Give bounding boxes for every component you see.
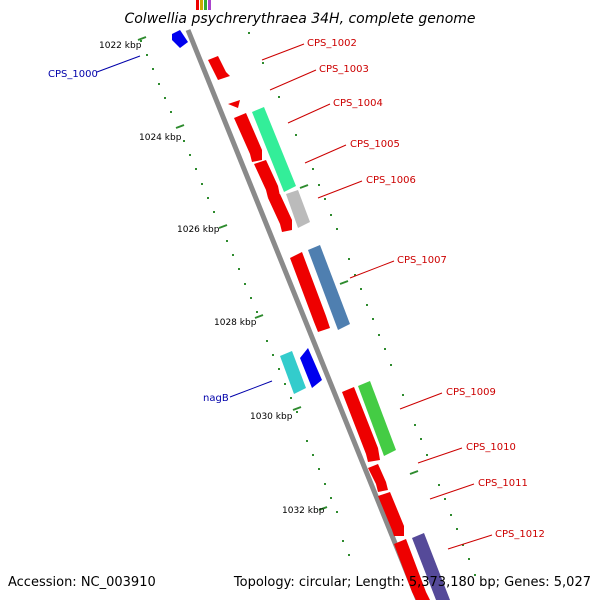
gene-feature-cps1011[interactable] — [378, 492, 404, 536]
gene-feature-cps1010[interactable] — [368, 464, 388, 492]
genome-summary-text: Topology: circular; Length: 5,373,180 bp… — [233, 575, 591, 590]
gene-label-cps1010[interactable]: CPS_1010 — [466, 442, 516, 453]
gene-label-cps1003[interactable]: CPS_1003 — [319, 64, 369, 75]
tick-row-right — [248, 32, 476, 576]
gene-label-cps1007[interactable]: CPS_1007 — [397, 255, 447, 266]
gene-feature-cps1012[interactable] — [394, 539, 430, 600]
accession-text: Accession: NC_003910 — [8, 575, 156, 590]
gene-label-cps1005[interactable]: CPS_1005 — [350, 139, 400, 150]
gene-feature-cps1005[interactable] — [254, 160, 280, 198]
kbp-label-1028: 1028 kbp — [214, 318, 257, 328]
gene-feature-cps1012-cog[interactable] — [412, 533, 450, 600]
kbp-label-1032: 1032 kbp — [282, 506, 325, 516]
kbp-label-1030: 1030 kbp — [250, 412, 293, 422]
gene-label-cps1011[interactable]: CPS_1011 — [478, 478, 528, 489]
kbp-label-1026: 1026 kbp — [177, 225, 220, 235]
kbp-label-1022: 1022 kbp — [99, 41, 142, 51]
gene-feature-cps1009-cog[interactable] — [358, 381, 396, 456]
gene-feature-cps1004[interactable] — [234, 113, 262, 162]
gene-feature-cps1006-cog[interactable] — [286, 190, 310, 228]
gene-label-cps1006[interactable]: CPS_1006 — [366, 175, 416, 186]
major-ticks-left — [137, 36, 328, 511]
gene-feature-cps1000[interactable] — [172, 30, 188, 48]
major-ticks-right — [299, 184, 419, 475]
gene-feature-cps1006[interactable] — [268, 194, 292, 232]
gene-feature-cps1003[interactable] — [228, 100, 240, 108]
genome-backbone — [185, 29, 421, 600]
gene-label-cps1004[interactable]: CPS_1004 — [333, 98, 383, 109]
kbp-label-1024: 1024 kbp — [139, 133, 182, 143]
gene-feature-cps1007[interactable] — [290, 252, 330, 332]
gene-feature-nagb[interactable] — [300, 348, 322, 388]
top-feature-slivers — [196, 0, 211, 10]
map-title: Colwellia psychrerythraea 34H, complete … — [124, 11, 475, 27]
gene-label-cps1012[interactable]: CPS_1012 — [495, 529, 545, 540]
gene-feature-cps1002[interactable] — [208, 56, 230, 80]
label-callouts — [96, 43, 493, 550]
gene-label-cps1002[interactable]: CPS_1002 — [307, 38, 357, 49]
gene-feature-cps1007-cog[interactable] — [308, 245, 350, 330]
gene-label-cps1009[interactable]: CPS_1009 — [446, 387, 496, 398]
gene-label-cps1000[interactable]: CPS_1000 — [48, 69, 98, 80]
gene-feature-cps1004-cog[interactable] — [252, 107, 296, 192]
gene-feature-cps1009[interactable] — [342, 387, 380, 462]
gene-feature-teal[interactable] — [280, 351, 306, 394]
gene-label-nagb[interactable]: nagB — [203, 393, 229, 404]
tick-row-left — [140, 40, 350, 556]
